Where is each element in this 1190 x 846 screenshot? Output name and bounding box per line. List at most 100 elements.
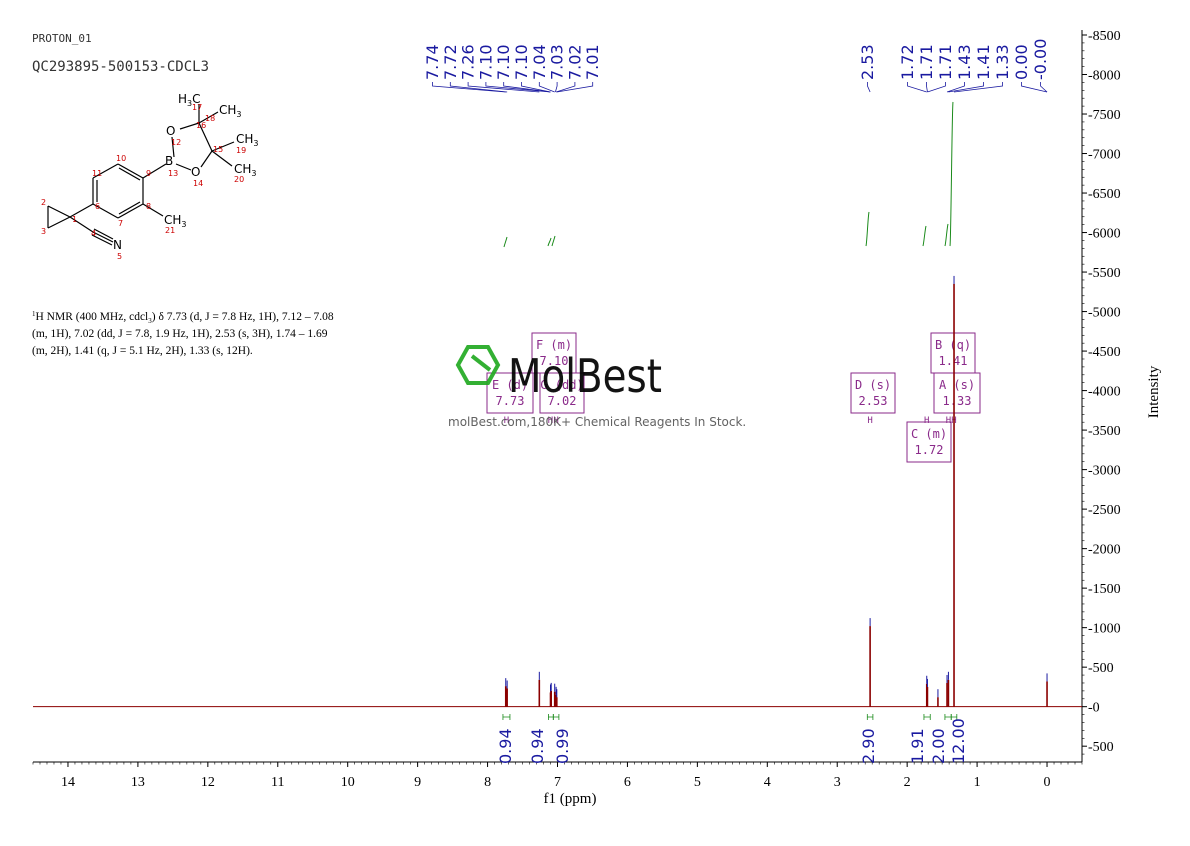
peak-label-connector xyxy=(926,82,928,93)
structure-labels: B O O N CH3 H3C CH3 CH3 CH3 xyxy=(113,92,259,252)
x-tick-label: 6 xyxy=(624,775,631,790)
y-tick-label: -500 xyxy=(1088,661,1114,676)
y-axis-label: Intensity xyxy=(1146,365,1162,418)
multiplet-type: C (m) xyxy=(911,427,947,441)
multiplet-shift: 2.53 xyxy=(859,394,888,408)
multiplet-box xyxy=(930,332,976,374)
multiplet-shift: 7.02 xyxy=(548,394,577,408)
x-axis-label: f1 (ppm) xyxy=(544,791,597,807)
integral-bracket xyxy=(552,714,560,720)
integral-curve xyxy=(944,223,949,247)
y-tick-label: -3000 xyxy=(1088,464,1121,479)
peak-label: 1.43 xyxy=(955,44,974,80)
multiplet-shift: 7.10 xyxy=(540,354,569,368)
x-tick-label: 7 xyxy=(554,775,561,790)
integral-bracket xyxy=(502,714,511,720)
methyl-label-right-lower: CH3 xyxy=(234,162,257,178)
atom-number-17: 17 xyxy=(192,103,202,112)
atom-number-11: 11 xyxy=(92,169,102,178)
axes: 14 13 12 11 10 9 8 7 6 5 4 3 2 1 0-8500-8000-7500-7000… xyxy=(32,29,1162,807)
multiplet-shift: 1.33 xyxy=(943,394,972,408)
integral-bracket xyxy=(548,714,554,720)
peak-label: 1.33 xyxy=(993,44,1012,80)
y-tick-label: -7000 xyxy=(1088,148,1121,163)
multiplet-box xyxy=(486,372,534,414)
y-tick-label: -8500 xyxy=(1088,29,1121,44)
integral-value: 2.90 xyxy=(859,728,878,764)
integral-curve xyxy=(865,211,870,247)
integral-value: 0.94 xyxy=(496,728,515,764)
multiplet-box xyxy=(539,372,585,414)
atom-number-18: 18 xyxy=(205,114,215,123)
multiplet-type: F (m) xyxy=(536,338,572,352)
peak-label: 7.72 xyxy=(441,44,460,80)
x-tick-label: 11 xyxy=(271,775,284,790)
peak-label-connector xyxy=(521,82,551,93)
methyl-label-right-upper: CH3 xyxy=(236,132,259,148)
watermark-brand: MolBest xyxy=(508,349,662,403)
multiplet-type: A (s) xyxy=(939,378,975,392)
multiplet-box xyxy=(906,421,952,463)
integral-value: 2.00 xyxy=(929,728,948,764)
y-tick-label: -5500 xyxy=(1088,266,1121,281)
x-tick-label: 3 xyxy=(834,775,841,790)
atom-number-2: 2 xyxy=(41,198,46,207)
x-tick-label: 9 xyxy=(414,775,421,790)
multiplet-type: E (d) xyxy=(492,378,528,392)
peak-label-connector xyxy=(556,82,594,93)
atom-number-8: 8 xyxy=(146,202,151,211)
y-tick-label: -2000 xyxy=(1088,543,1121,558)
atom-number-10: 10 xyxy=(116,154,126,163)
peak-label-connector xyxy=(907,82,927,93)
integral-curve xyxy=(551,235,556,247)
peak-label-connector xyxy=(927,82,946,93)
atom-number-19: 19 xyxy=(236,146,246,155)
integral-bracket xyxy=(923,714,931,720)
atom-number-12: 12 xyxy=(171,138,181,147)
multiplet-shift: 1.41 xyxy=(939,354,968,368)
y-tick-label: -8000 xyxy=(1088,69,1121,84)
peak-label: 1.71 xyxy=(917,44,936,80)
atom-number-16: 16 xyxy=(196,121,206,130)
integral-value: 0.94 xyxy=(528,728,547,764)
peak-label-connector xyxy=(1021,82,1048,93)
atom-number-5: 5 xyxy=(117,252,122,261)
multiplet-marker: H xyxy=(946,416,951,426)
x-tick-label: 0 xyxy=(1044,775,1051,790)
peak-label: 1.72 xyxy=(898,44,917,80)
x-tick-label: 4 xyxy=(764,775,771,790)
multiplet-box xyxy=(933,372,981,414)
peak-label: 2.53 xyxy=(858,44,877,80)
peak-label: 0.00 xyxy=(1012,44,1031,80)
peak-label: 7.03 xyxy=(548,44,567,80)
peak-label: 7.74 xyxy=(423,44,442,80)
peak-label: 7.04 xyxy=(530,44,549,80)
sample-name: QC293895-500153-CDCL3 xyxy=(32,59,209,75)
x-tick-label: 10 xyxy=(341,775,355,790)
atom-number-21: 21 xyxy=(165,226,175,235)
atom-number-6: 6 xyxy=(95,202,100,211)
atom-number-3: 3 xyxy=(41,227,46,236)
x-tick-label: 8 xyxy=(484,775,491,790)
nitrogen-label: N xyxy=(113,238,122,252)
peak-label-connector xyxy=(555,82,558,93)
peak-label-connector xyxy=(467,82,540,93)
peak-label-connector xyxy=(948,82,984,93)
methyl-label-aryl: CH3 xyxy=(164,213,187,229)
multiplet-marker: H xyxy=(553,416,558,426)
peak-label-connector xyxy=(449,82,508,93)
peak-label: 7.26 xyxy=(459,44,478,80)
methyl-label-top-left: H3C xyxy=(178,92,201,108)
integral-curve xyxy=(949,101,954,247)
boron-label: B xyxy=(165,154,173,168)
x-tick-label: 1 xyxy=(974,775,981,790)
peak-label: 7.10 xyxy=(476,44,495,80)
x-tick-label: 12 xyxy=(201,775,215,790)
y-tick-label: -2500 xyxy=(1088,503,1121,518)
integral-value: 1.91 xyxy=(908,728,927,764)
peak-label-connector xyxy=(867,82,871,93)
multiplet-marker: H xyxy=(504,416,509,426)
y-tick-label: -1000 xyxy=(1088,622,1121,637)
